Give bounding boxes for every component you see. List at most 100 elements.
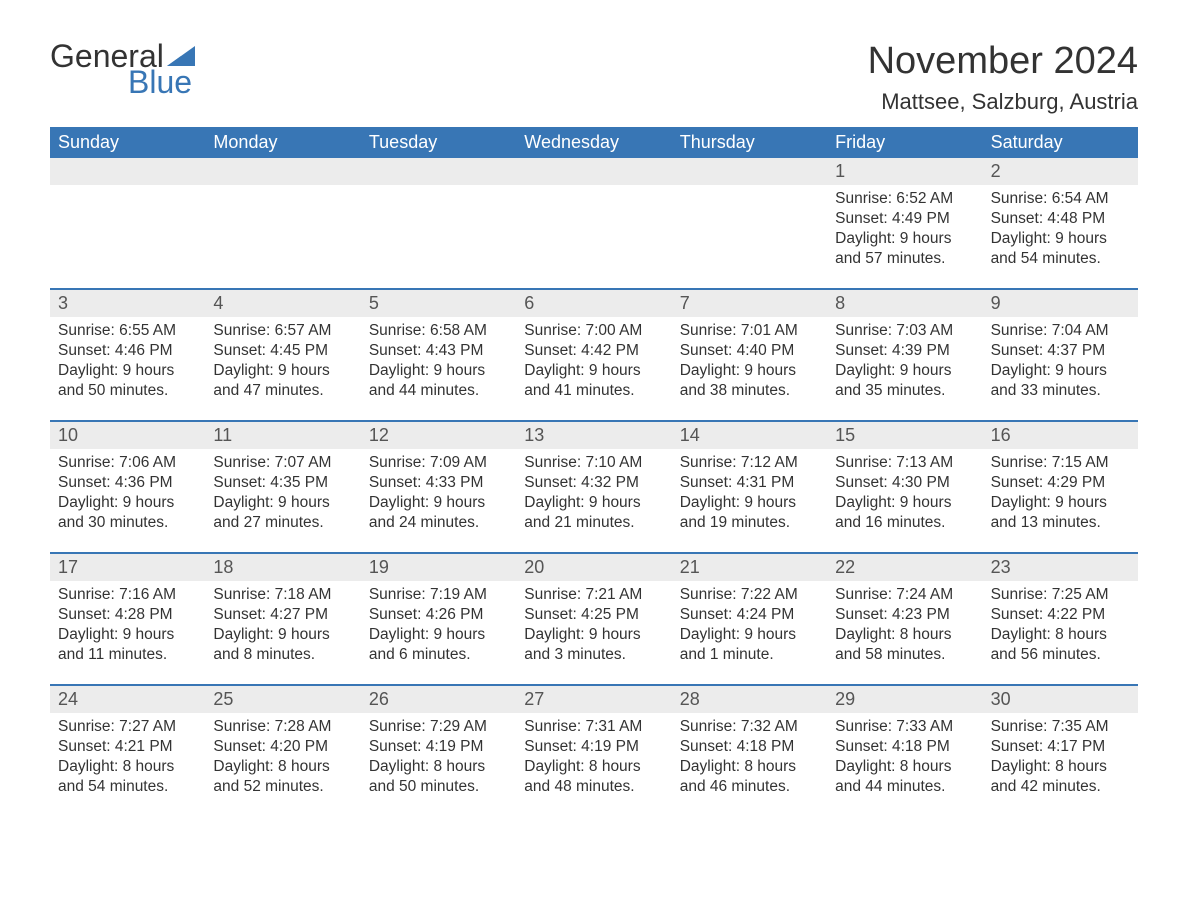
sunset-text: Sunset: 4:23 PM xyxy=(835,605,974,625)
daylight-text-2: and 13 minutes. xyxy=(991,513,1130,533)
cell-body: Sunrise: 7:27 AMSunset: 4:21 PMDaylight:… xyxy=(50,713,205,798)
calendar-cell: 25 Sunrise: 7:28 AMSunset: 4:20 PMDayligh… xyxy=(205,686,360,816)
daynum-row: 11 xyxy=(205,422,360,449)
cell-body: Sunrise: 6:58 AMSunset: 4:43 PMDaylight:… xyxy=(361,317,516,402)
sunset-text: Sunset: 4:18 PM xyxy=(680,737,819,757)
daynum-row: 22 xyxy=(827,554,982,581)
daylight-text-2: and 54 minutes. xyxy=(58,777,197,797)
day-number: 1 xyxy=(835,161,845,181)
sunset-text: Sunset: 4:18 PM xyxy=(835,737,974,757)
week-row: 3Sunrise: 6:55 AMSunset: 4:46 PMDaylight… xyxy=(50,288,1138,420)
daylight-text-1: Daylight: 9 hours xyxy=(213,625,352,645)
daynum-row: 14 xyxy=(672,422,827,449)
day-number: 5 xyxy=(369,293,379,313)
daylight-text-1: Daylight: 9 hours xyxy=(835,493,974,513)
daylight-text-1: Daylight: 8 hours xyxy=(524,757,663,777)
sunset-text: Sunset: 4:19 PM xyxy=(369,737,508,757)
day-number: 2 xyxy=(991,161,1001,181)
sunrise-text: Sunrise: 7:10 AM xyxy=(524,453,663,473)
daylight-text-2: and 6 minutes. xyxy=(369,645,508,665)
day-number: 27 xyxy=(524,689,544,709)
calendar-cell xyxy=(205,158,360,288)
cell-body: Sunrise: 7:00 AMSunset: 4:42 PMDaylight:… xyxy=(516,317,671,402)
sunset-text: Sunset: 4:33 PM xyxy=(369,473,508,493)
daynum-row xyxy=(672,158,827,185)
sunset-text: Sunset: 4:35 PM xyxy=(213,473,352,493)
daynum-row: 13 xyxy=(516,422,671,449)
daylight-text-1: Daylight: 9 hours xyxy=(991,493,1130,513)
daylight-text-2: and 50 minutes. xyxy=(58,381,197,401)
cell-body: Sunrise: 7:22 AMSunset: 4:24 PMDaylight:… xyxy=(672,581,827,666)
sunset-text: Sunset: 4:27 PM xyxy=(213,605,352,625)
daynum-row xyxy=(361,158,516,185)
daynum-row: 18 xyxy=(205,554,360,581)
daynum-row: 26 xyxy=(361,686,516,713)
daylight-text-2: and 58 minutes. xyxy=(835,645,974,665)
day-header-friday: Friday xyxy=(827,127,982,158)
cell-body: Sunrise: 7:28 AMSunset: 4:20 PMDaylight:… xyxy=(205,713,360,798)
cell-body: Sunrise: 7:16 AMSunset: 4:28 PMDaylight:… xyxy=(50,581,205,666)
day-number: 23 xyxy=(991,557,1011,577)
day-number: 25 xyxy=(213,689,233,709)
daynum-row: 20 xyxy=(516,554,671,581)
weeks-container: 1Sunrise: 6:52 AMSunset: 4:49 PMDaylight… xyxy=(50,158,1138,816)
sunset-text: Sunset: 4:17 PM xyxy=(991,737,1130,757)
daylight-text-1: Daylight: 9 hours xyxy=(991,361,1130,381)
day-number: 19 xyxy=(369,557,389,577)
cell-body: Sunrise: 7:25 AMSunset: 4:22 PMDaylight:… xyxy=(983,581,1138,666)
day-number: 8 xyxy=(835,293,845,313)
sunrise-text: Sunrise: 7:07 AM xyxy=(213,453,352,473)
daylight-text-2: and 52 minutes. xyxy=(213,777,352,797)
daylight-text-1: Daylight: 9 hours xyxy=(524,625,663,645)
day-number: 7 xyxy=(680,293,690,313)
sunrise-text: Sunrise: 7:35 AM xyxy=(991,717,1130,737)
sunrise-text: Sunrise: 7:24 AM xyxy=(835,585,974,605)
cell-body: Sunrise: 7:13 AMSunset: 4:30 PMDaylight:… xyxy=(827,449,982,534)
day-number: 21 xyxy=(680,557,700,577)
sunrise-text: Sunrise: 7:16 AM xyxy=(58,585,197,605)
sunrise-text: Sunrise: 7:13 AM xyxy=(835,453,974,473)
cell-body: Sunrise: 7:31 AMSunset: 4:19 PMDaylight:… xyxy=(516,713,671,798)
daylight-text-2: and 8 minutes. xyxy=(213,645,352,665)
calendar-cell: 24Sunrise: 7:27 AMSunset: 4:21 PMDayligh… xyxy=(50,686,205,816)
daynum-row: 9 xyxy=(983,290,1138,317)
day-number: 17 xyxy=(58,557,78,577)
day-number: 26 xyxy=(369,689,389,709)
sunset-text: Sunset: 4:46 PM xyxy=(58,341,197,361)
day-number: 18 xyxy=(213,557,233,577)
daylight-text-2: and 42 minutes. xyxy=(991,777,1130,797)
week-row: 17 Sunrise: 7:16 AMSunset: 4:28 PMDayligh… xyxy=(50,552,1138,684)
sunset-text: Sunset: 4:20 PM xyxy=(213,737,352,757)
logo-triangle-icon xyxy=(167,46,195,66)
sunrise-text: Sunrise: 6:57 AM xyxy=(213,321,352,341)
week-row: 24Sunrise: 7:27 AMSunset: 4:21 PMDayligh… xyxy=(50,684,1138,816)
week-row: 1Sunrise: 6:52 AMSunset: 4:49 PMDaylight… xyxy=(50,158,1138,288)
sunrise-text: Sunrise: 7:25 AM xyxy=(991,585,1130,605)
daynum-row: 30 xyxy=(983,686,1138,713)
daylight-text-2: and 38 minutes. xyxy=(680,381,819,401)
daynum-row: 24 xyxy=(50,686,205,713)
daylight-text-2: and 50 minutes. xyxy=(369,777,508,797)
daylight-text-2: and 35 minutes. xyxy=(835,381,974,401)
daylight-text-1: Daylight: 9 hours xyxy=(991,229,1130,249)
week-row: 10Sunrise: 7:06 AMSunset: 4:36 PMDayligh… xyxy=(50,420,1138,552)
sunrise-text: Sunrise: 7:12 AM xyxy=(680,453,819,473)
calendar-cell: 1Sunrise: 6:52 AMSunset: 4:49 PMDaylight… xyxy=(827,158,982,288)
calendar-cell xyxy=(361,158,516,288)
day-number: 3 xyxy=(58,293,68,313)
sunrise-text: Sunrise: 7:33 AM xyxy=(835,717,974,737)
calendar-cell: 12Sunrise: 7:09 AMSunset: 4:33 PMDayligh… xyxy=(361,422,516,552)
daynum-row: 16 xyxy=(983,422,1138,449)
sunrise-text: Sunrise: 7:22 AM xyxy=(680,585,819,605)
daylight-text-2: and 11 minutes. xyxy=(58,645,197,665)
day-number: 15 xyxy=(835,425,855,445)
sunset-text: Sunset: 4:49 PM xyxy=(835,209,974,229)
calendar-cell: 9Sunrise: 7:04 AMSunset: 4:37 PMDaylight… xyxy=(983,290,1138,420)
calendar-cell: 11Sunrise: 7:07 AMSunset: 4:35 PMDayligh… xyxy=(205,422,360,552)
day-number: 10 xyxy=(58,425,78,445)
daylight-text-1: Daylight: 9 hours xyxy=(524,493,663,513)
daylight-text-2: and 46 minutes. xyxy=(680,777,819,797)
day-header-sunday: Sunday xyxy=(50,127,205,158)
sunrise-text: Sunrise: 7:31 AM xyxy=(524,717,663,737)
day-header-saturday: Saturday xyxy=(983,127,1138,158)
